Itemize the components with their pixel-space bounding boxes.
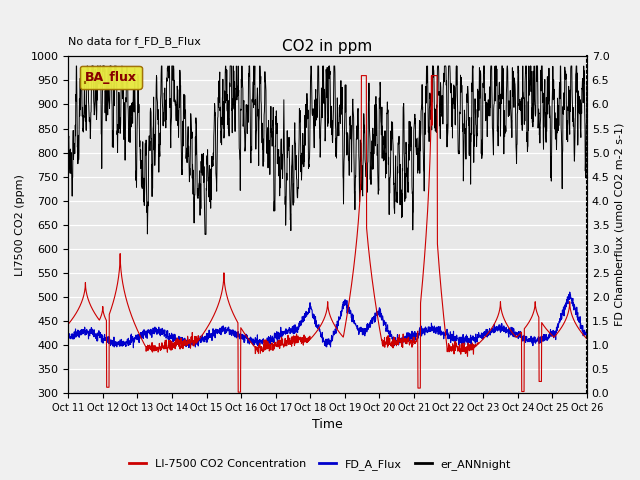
Legend: BA_flux: BA_flux (80, 66, 141, 89)
Y-axis label: LI7500 CO2 (ppm): LI7500 CO2 (ppm) (15, 174, 25, 276)
Title: CO2 in ppm: CO2 in ppm (282, 39, 372, 54)
X-axis label: Time: Time (312, 419, 343, 432)
Text: No data for f_FD_B_Flux: No data for f_FD_B_Flux (68, 36, 201, 47)
Legend: LI-7500 CO2 Concentration, FD_A_Flux, er_ANNnight: LI-7500 CO2 Concentration, FD_A_Flux, er… (125, 455, 515, 474)
Y-axis label: FD Chamberflux (umol CO2 m-2 s-1): FD Chamberflux (umol CO2 m-2 s-1) (615, 123, 625, 326)
